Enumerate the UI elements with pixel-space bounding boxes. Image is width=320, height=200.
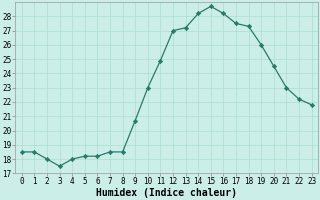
X-axis label: Humidex (Indice chaleur): Humidex (Indice chaleur) — [96, 188, 237, 198]
